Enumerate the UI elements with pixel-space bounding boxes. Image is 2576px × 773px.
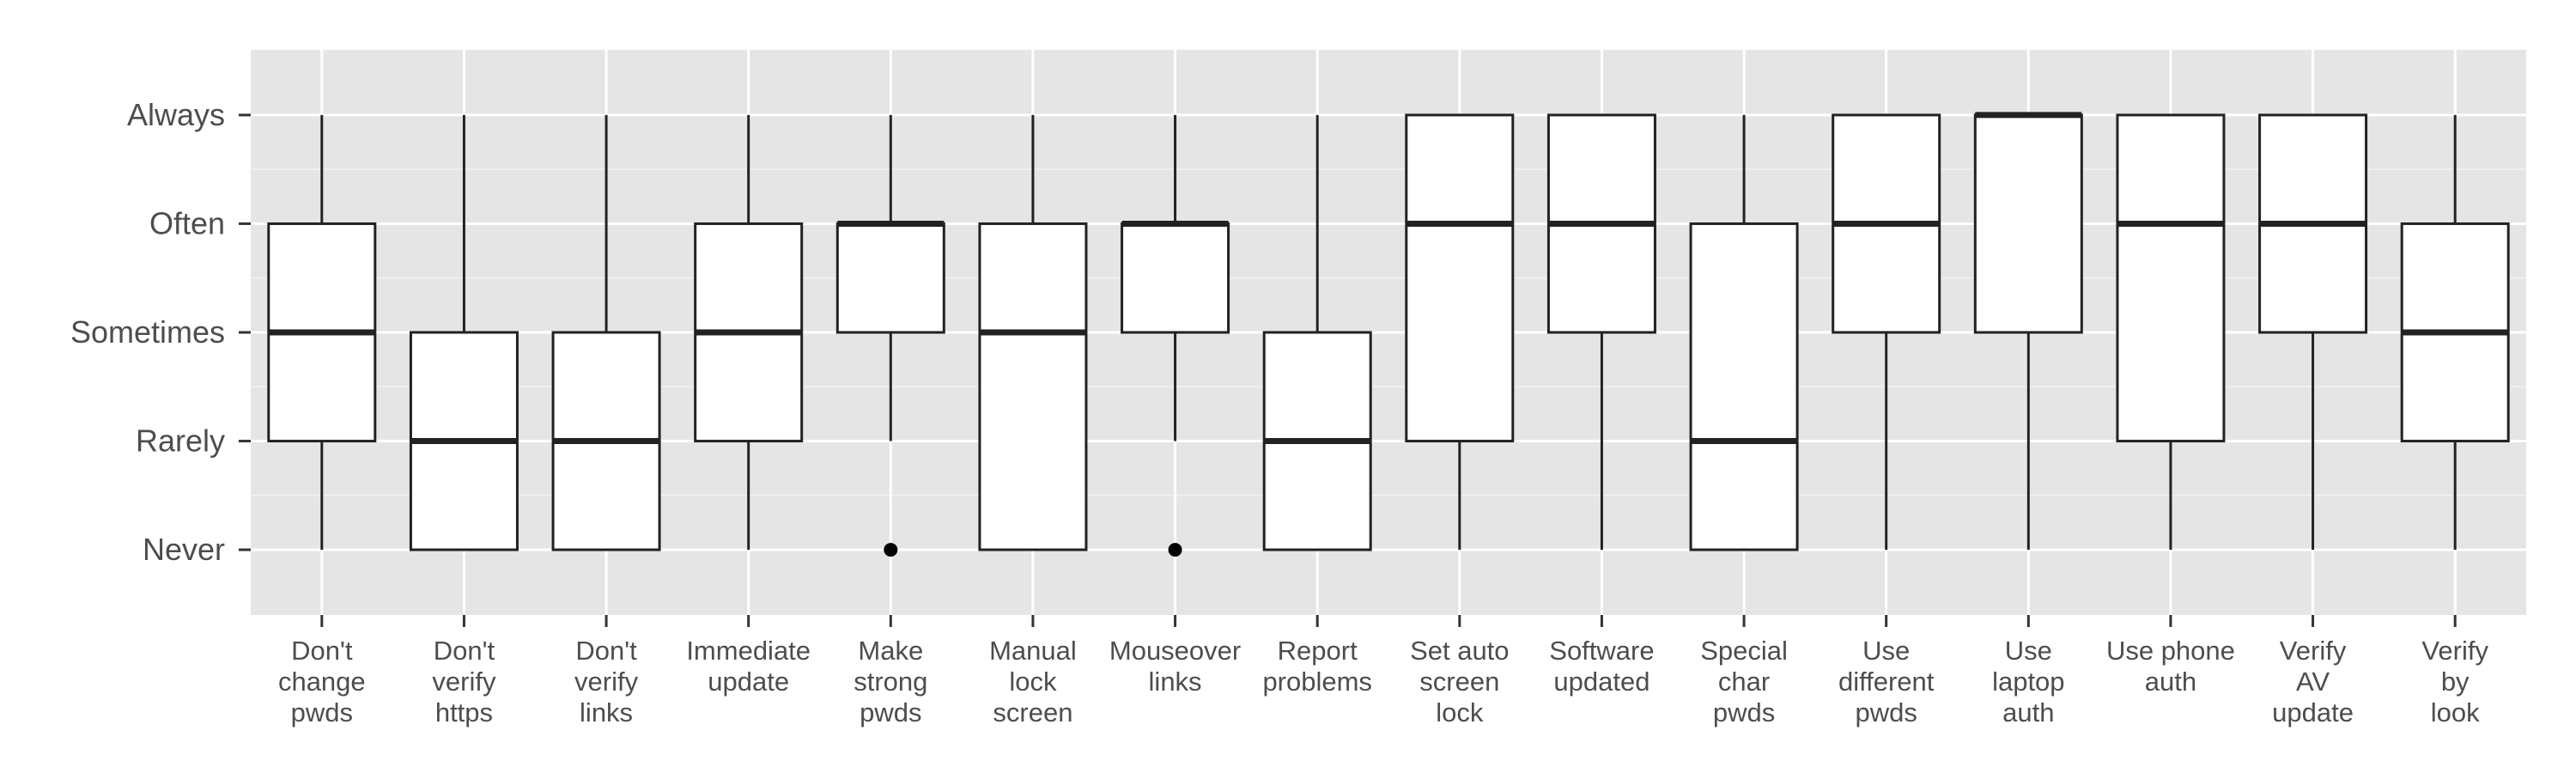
y-tick-label: Never — [143, 532, 225, 567]
boxplot-item — [551, 114, 661, 551]
outlier-point — [884, 543, 898, 557]
boxplot-item — [1973, 112, 2083, 551]
iqr-box — [2116, 113, 2226, 443]
x-axis: Don't change pwds Don't verify https Don't veri… — [278, 615, 2488, 727]
boxplot-item — [2400, 114, 2510, 551]
x-tick-label: Set auto screen lock — [1410, 636, 1509, 727]
x-tick-label: Special char pwds — [1700, 636, 1788, 727]
boxplot-item — [267, 114, 377, 551]
x-tick-label: Use laptop auth — [1992, 636, 2064, 727]
boxplot-item — [835, 114, 945, 557]
x-tick-label: Report problems — [1262, 636, 1372, 697]
boxplot-item — [2258, 113, 2368, 551]
y-tick-label: Always — [127, 97, 225, 132]
boxplot-item — [1262, 114, 1372, 551]
boxplot-item — [1689, 114, 1799, 551]
x-tick-label: Use different pwds — [1838, 636, 1935, 727]
iqr-box — [1689, 222, 1799, 551]
x-tick-label: Mouseover links — [1109, 636, 1241, 697]
x-tick-label: Verify by look — [2421, 636, 2488, 727]
x-tick-label: Use phone auth — [2106, 636, 2235, 697]
iqr-box — [835, 222, 945, 334]
iqr-box — [1973, 113, 2083, 334]
x-tick-label: Verify AV update — [2272, 636, 2354, 727]
boxplot-item — [1405, 113, 1515, 551]
iqr-box — [978, 222, 1088, 551]
y-axis: Never Rarely Sometimes Often Always — [70, 97, 251, 567]
x-tick-label: Don't verify https — [432, 636, 496, 727]
x-tick-label: Manual lock screen — [989, 636, 1077, 727]
boxplot-item — [978, 114, 1088, 551]
x-tick-label: Don't change pwds — [278, 636, 366, 727]
y-tick-label: Sometimes — [70, 314, 225, 350]
boxplot-item — [1121, 114, 1230, 557]
boxplot-series — [267, 112, 2510, 557]
boxplot-item — [1546, 113, 1656, 551]
y-tick-label: Often — [149, 205, 225, 240]
boxplot-item — [694, 114, 804, 551]
iqr-box — [1121, 222, 1230, 334]
x-tick-label: Immediate update — [686, 636, 811, 697]
y-tick-label: Rarely — [136, 423, 225, 459]
boxplot-item — [2116, 113, 2226, 551]
x-tick-label: Make strong pwds — [854, 636, 927, 727]
outlier-point — [1168, 543, 1182, 557]
x-tick-label: Don't verify links — [574, 636, 639, 727]
boxplot-item — [1832, 113, 1941, 551]
boxplot-item — [409, 114, 519, 551]
x-tick-label: Software updated — [1549, 636, 1654, 697]
iqr-box — [1405, 113, 1515, 443]
